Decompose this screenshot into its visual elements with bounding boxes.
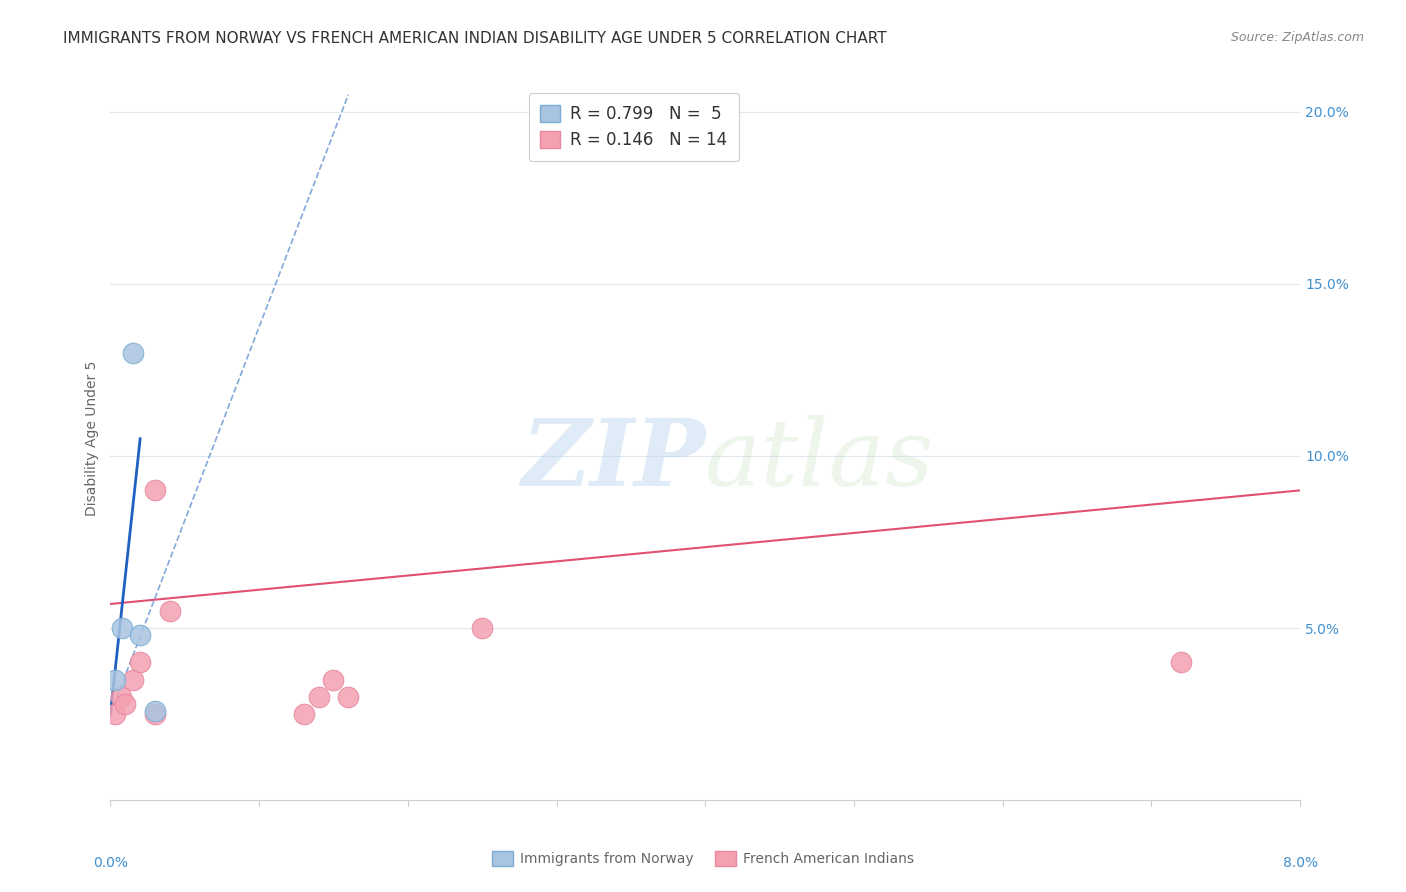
Point — [471, 621, 494, 635]
Point — [159, 604, 181, 618]
Text: 0.0%: 0.0% — [93, 856, 128, 871]
Point — [308, 690, 330, 704]
Point — [337, 690, 360, 704]
Point — [322, 673, 344, 687]
Text: IMMIGRANTS FROM NORWAY VS FRENCH AMERICAN INDIAN DISABILITY AGE UNDER 5 CORRELAT: IMMIGRANTS FROM NORWAY VS FRENCH AMERICA… — [63, 31, 887, 46]
Text: Source: ZipAtlas.com: Source: ZipAtlas.com — [1230, 31, 1364, 45]
Legend: R = 0.799   N =  5, R = 0.146   N = 14: R = 0.799 N = 5, R = 0.146 N = 14 — [529, 93, 740, 161]
Point — [114, 697, 136, 711]
Text: ZIP: ZIP — [522, 416, 706, 506]
Point — [111, 621, 134, 635]
Point — [292, 707, 315, 722]
Point — [129, 628, 152, 642]
Point — [110, 690, 132, 704]
Point — [143, 704, 166, 718]
Point — [104, 673, 127, 687]
Legend: Immigrants from Norway, French American Indians: Immigrants from Norway, French American … — [486, 846, 920, 871]
Y-axis label: Disability Age Under 5: Disability Age Under 5 — [86, 361, 100, 516]
Text: atlas: atlas — [706, 416, 935, 506]
Point — [129, 656, 152, 670]
Point — [143, 707, 166, 722]
Point — [1170, 656, 1192, 670]
Point — [104, 707, 127, 722]
Point — [143, 483, 166, 498]
Text: 8.0%: 8.0% — [1282, 856, 1317, 871]
Point — [121, 673, 143, 687]
Point — [121, 345, 143, 359]
